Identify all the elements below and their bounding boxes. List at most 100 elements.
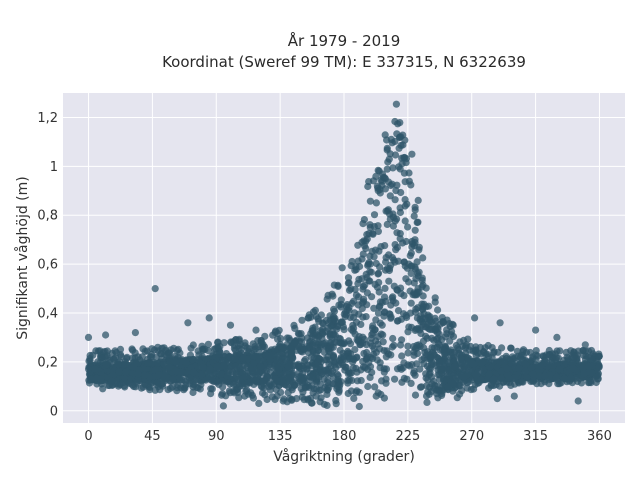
outlier-point <box>493 395 501 403</box>
data-point <box>357 320 365 328</box>
data-point <box>341 366 349 374</box>
data-point <box>428 380 436 388</box>
data-point <box>427 353 435 362</box>
data-point <box>511 354 519 362</box>
data-point <box>359 339 367 347</box>
data-point <box>584 347 593 355</box>
data-point <box>595 352 603 360</box>
data-point <box>385 155 393 163</box>
data-point <box>405 260 413 268</box>
data-point <box>170 344 178 352</box>
data-point <box>580 370 588 378</box>
data-point <box>171 352 179 361</box>
data-point <box>366 260 374 268</box>
data-point <box>206 366 214 374</box>
data-point <box>123 353 131 361</box>
data-point <box>391 217 399 225</box>
data-point <box>231 355 239 363</box>
data-point <box>381 242 389 250</box>
data-point <box>332 338 340 346</box>
data-point <box>315 355 323 363</box>
data-point <box>359 220 367 228</box>
data-point <box>143 347 151 355</box>
y-tick-label: 0,6 <box>37 258 58 273</box>
data-point <box>277 335 285 343</box>
data-point <box>309 308 318 316</box>
data-point <box>201 345 209 353</box>
data-point <box>397 290 405 298</box>
data-point <box>417 318 425 326</box>
data-point <box>337 303 345 311</box>
data-point <box>279 397 287 405</box>
data-point <box>344 274 353 282</box>
data-point <box>484 341 492 350</box>
data-point <box>244 348 253 356</box>
data-point <box>417 383 425 391</box>
data-point <box>273 377 281 385</box>
data-point <box>257 337 265 345</box>
data-points <box>84 100 603 411</box>
data-point <box>169 376 177 384</box>
data-point <box>404 223 412 231</box>
data-point <box>108 377 116 385</box>
data-point <box>243 386 251 394</box>
data-point <box>406 362 414 370</box>
data-point <box>92 347 100 355</box>
data-point <box>317 386 325 394</box>
data-point <box>355 293 363 301</box>
outlier-point <box>553 333 561 341</box>
data-point <box>393 365 402 373</box>
data-point <box>344 279 352 287</box>
data-point <box>372 392 380 400</box>
data-point <box>320 400 328 408</box>
data-point <box>166 384 175 392</box>
data-point <box>374 340 382 348</box>
data-point <box>309 342 317 350</box>
data-point <box>419 281 427 289</box>
data-point <box>396 208 404 217</box>
data-point <box>366 373 374 381</box>
data-point <box>218 377 226 385</box>
outlier-point <box>252 326 260 334</box>
data-point <box>318 370 326 378</box>
data-point <box>535 372 543 380</box>
data-point <box>202 376 210 384</box>
data-point <box>434 306 442 314</box>
data-point <box>173 387 181 395</box>
data-point <box>398 154 406 162</box>
data-point <box>372 259 380 268</box>
data-point <box>371 383 379 391</box>
data-point <box>446 337 454 345</box>
outlier-point <box>102 331 110 339</box>
data-point <box>235 382 244 391</box>
outlier-point <box>532 326 540 334</box>
data-point <box>265 383 273 391</box>
data-point <box>381 131 389 139</box>
data-point <box>456 338 464 346</box>
data-point <box>189 388 197 397</box>
outlier-point <box>99 385 107 393</box>
data-point <box>478 359 486 367</box>
data-point <box>382 375 390 383</box>
data-point <box>370 211 379 219</box>
data-point <box>265 352 273 361</box>
data-point <box>252 374 260 382</box>
data-point <box>367 339 375 347</box>
data-point <box>570 349 578 357</box>
data-point <box>271 345 279 353</box>
data-point <box>434 334 442 342</box>
data-point <box>318 335 326 343</box>
data-point <box>373 283 382 291</box>
data-point <box>474 349 482 357</box>
y-axis-ticks: 0 0,2 0,4 0,6 0,8 1 1,2 <box>37 111 58 419</box>
data-point <box>396 230 404 238</box>
data-point <box>404 342 412 350</box>
data-point <box>317 341 325 349</box>
data-point <box>381 284 389 292</box>
data-point <box>340 353 348 361</box>
data-point <box>366 277 374 285</box>
data-point <box>392 187 400 195</box>
data-point <box>399 141 407 149</box>
data-point <box>515 364 523 372</box>
